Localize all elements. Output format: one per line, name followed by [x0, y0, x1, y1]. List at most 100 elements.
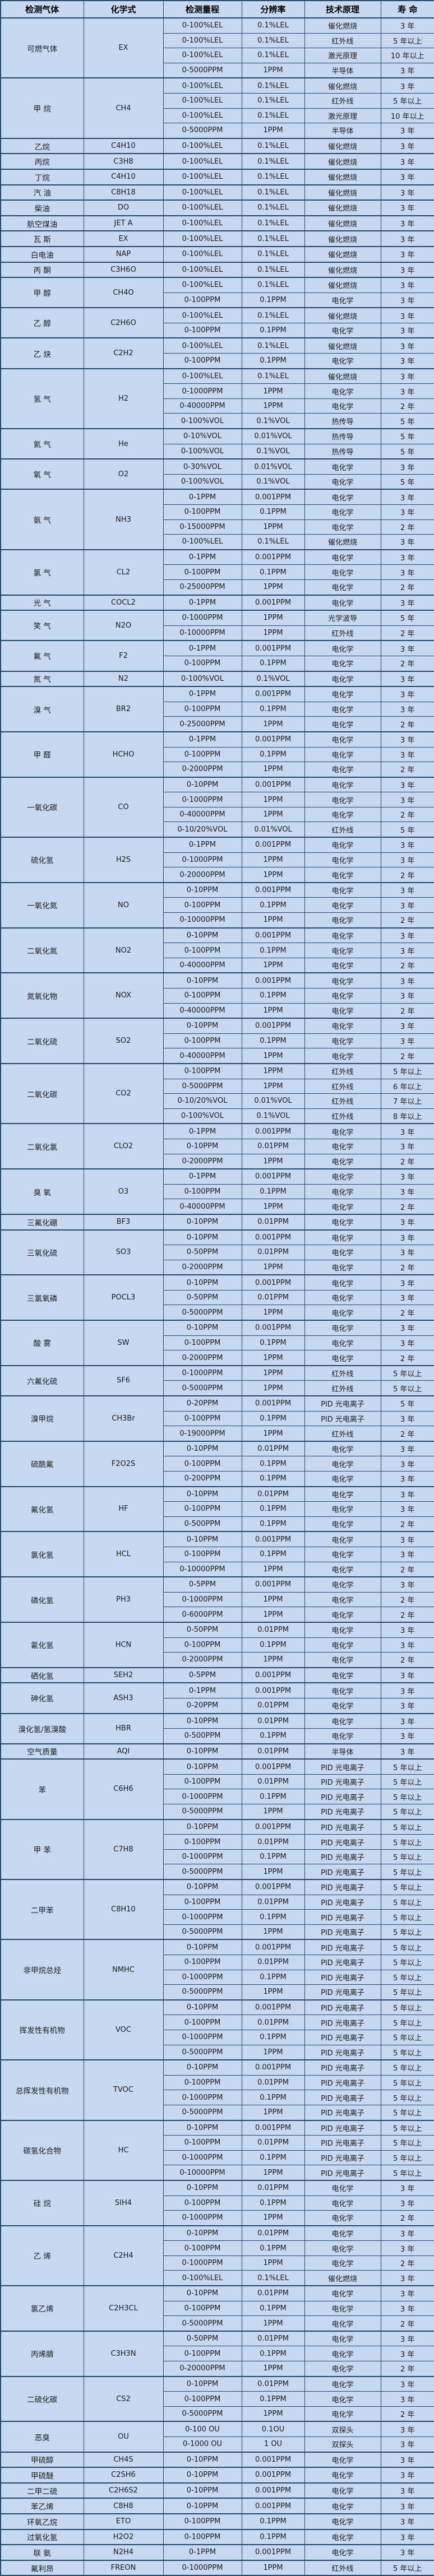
- gas-name-cell: 汽 油: [0, 184, 84, 201]
- range-cell: 0-100PPM: [163, 1894, 242, 1910]
- range-cell: 0-5000PPM: [163, 2406, 242, 2422]
- range-cell: 0-50PPM: [163, 1621, 242, 1638]
- principle-cell: 电化学: [304, 731, 381, 748]
- lifespan-cell: 3 年: [380, 2421, 434, 2438]
- lifespan-cell: 5 年以上: [380, 92, 434, 109]
- principle-cell: 电化学: [304, 398, 381, 414]
- formula-cell: C4H10: [83, 168, 164, 185]
- principle-cell: 电化学: [304, 2346, 381, 2362]
- table-row: 0-100%VOL 0.1%VOL 热传导 5 年: [1, 443, 434, 459]
- resolution-cell: 0.1PPM: [241, 2195, 305, 2211]
- principle-cell: 电化学: [304, 1213, 381, 1230]
- lifespan-cell: 2 年: [380, 1350, 434, 1366]
- resolution-cell: 0.001PPM: [241, 1818, 305, 1835]
- gas-name-cell: 氦 气: [0, 428, 84, 459]
- formula-cell: POCL3: [83, 1274, 164, 1321]
- formula-cell: He: [83, 428, 164, 459]
- range-cell: 0-10PPM: [163, 2179, 242, 2196]
- table-row: 0-20PPM 0.01PPM 电化学 3 年: [1, 1697, 434, 1714]
- table-row: 0-100PPM 0.01PPM PID 光电离子 5 年以上: [1, 1894, 434, 1910]
- range-cell: 0-40000PPM: [163, 1002, 242, 1019]
- principle-cell: 电化学: [304, 2315, 381, 2332]
- table-row: 0-1000PPM 1PPM 电化学 2 年: [1, 2210, 434, 2226]
- resolution-cell: 0.001PPM: [241, 881, 305, 898]
- formula-cell: H2: [83, 368, 164, 429]
- resolution-cell: 0.001PPM: [241, 594, 305, 611]
- range-cell: 0-1000PPM: [163, 2255, 242, 2271]
- range-cell: 0-2000PPM: [163, 1153, 242, 1169]
- lifespan-cell: 5 年以上: [380, 1894, 434, 1910]
- gas-name-cell: 柴油: [0, 199, 84, 216]
- principle-cell: 电化学: [304, 594, 381, 611]
- range-cell: 0-10000PPM: [163, 2165, 242, 2181]
- range-cell: 0-1000PPM: [163, 1849, 242, 1865]
- lifespan-cell: 2 年: [380, 1002, 434, 1019]
- principle-cell: PID 光电离子: [304, 1849, 381, 1865]
- resolution-cell: 0.001PPM: [241, 1531, 305, 1547]
- formula-cell: F2: [83, 640, 164, 672]
- range-cell: 0-10PPM: [163, 1274, 242, 1291]
- table-row: 三氯氧磷 POCL3 0-10PPM 0.001PPM 电化学 3 年: [0, 1274, 434, 1321]
- resolution-cell: 0.001PPM: [241, 2498, 305, 2514]
- lifespan-cell: 2 年: [380, 2406, 434, 2422]
- range-cell: 0-1000PPM: [163, 1909, 242, 1925]
- principle-cell: 电化学: [304, 1229, 381, 1246]
- principle-cell: PID 光电离子: [304, 2044, 381, 2060]
- lifespan-cell: 7 年以上: [380, 1093, 434, 1109]
- principle-cell: 电化学: [304, 1289, 381, 1306]
- lifespan-cell: 3 年: [380, 322, 434, 338]
- table-row: 空气质量 AQI 0-10PPM 0.01PPM 半导体 3 年: [0, 1743, 434, 1760]
- formula-cell: NAP: [83, 245, 164, 262]
- lifespan-cell: 3 年: [380, 1123, 434, 1139]
- lifespan-cell: 3 年: [380, 168, 434, 185]
- lifespan-cell: 3 年: [380, 1335, 434, 1351]
- resolution-cell: 0.1PPM: [241, 1456, 305, 1472]
- resolution-cell: 0.01PPM: [241, 2375, 305, 2392]
- resolution-cell: 0.1PPM: [241, 988, 305, 1004]
- lifespan-cell: 3 年: [380, 277, 434, 293]
- resolution-cell: 0.1%LEL: [241, 199, 305, 216]
- resolution-cell: 0.1PPM: [241, 701, 305, 717]
- table-row: 氦 气 He 0-10%VOL 0.01%VOL 热传导 5 年: [0, 428, 434, 459]
- lifespan-cell: 3 年: [380, 1667, 434, 1683]
- formula-cell: JET A: [83, 215, 164, 231]
- resolution-cell: 0.01PPM: [241, 1486, 305, 1502]
- resolution-cell: 1PPM: [241, 1864, 305, 1880]
- principle-cell: 激光原理: [304, 108, 381, 124]
- principle-cell: PID 光电离子: [304, 1804, 381, 1820]
- range-cell: 0-5000PPM: [163, 1864, 242, 1880]
- gas-name-cell: 甲 醇: [0, 277, 84, 308]
- lifespan-cell: 3 年: [380, 564, 434, 580]
- range-cell: 0-1000PPM: [163, 1364, 242, 1381]
- range-cell: 0-100%LEL: [163, 17, 242, 34]
- principle-cell: 电化学: [304, 2285, 381, 2301]
- lifespan-cell: 3 年: [380, 2346, 434, 2362]
- table-row: 0-40000PPM 1PPM 电化学 2 年: [1, 806, 434, 823]
- lifespan-cell: 3 年: [380, 1576, 434, 1593]
- resolution-cell: 1PPM: [241, 1380, 305, 1396]
- principle-cell: 电化学: [304, 579, 381, 596]
- principle-cell: 电化学: [304, 716, 381, 732]
- principle-cell: 电化学: [304, 458, 381, 475]
- principle-cell: 催化燃烧: [304, 277, 381, 293]
- resolution-cell: 0.001PPM: [241, 1758, 305, 1775]
- formula-cell: N2O: [83, 610, 164, 641]
- lifespan-cell: 5 年以上: [380, 1849, 434, 1865]
- lifespan-cell: 2 年: [380, 655, 434, 672]
- gas-name-cell: 三氟化硼: [0, 1213, 84, 1230]
- range-cell: 0-5000PPM: [163, 1380, 242, 1396]
- range-cell: 0-5000PPM: [163, 1078, 242, 1094]
- lifespan-cell: 3 年: [380, 2270, 434, 2286]
- formula-cell: EX: [83, 230, 164, 247]
- table-row: 0-40000PPM 1PPM 电化学 2 年: [1, 398, 434, 414]
- formula-cell: BF3: [83, 1213, 164, 1230]
- range-cell: 0-10PPM: [163, 2285, 242, 2301]
- principle-cell: 电化学: [304, 1335, 381, 1351]
- range-cell: 0-100PPM: [163, 2240, 242, 2256]
- lifespan-cell: 3 年: [380, 746, 434, 763]
- resolution-cell: 1PPM: [241, 2361, 305, 2377]
- gas-name-cell: 甲硫醚: [0, 2467, 84, 2484]
- lifespan-cell: 5 年以上: [380, 1818, 434, 1835]
- resolution-cell: 0.01PPM: [241, 1743, 305, 1760]
- range-cell: 0-20PPM: [163, 1697, 242, 1714]
